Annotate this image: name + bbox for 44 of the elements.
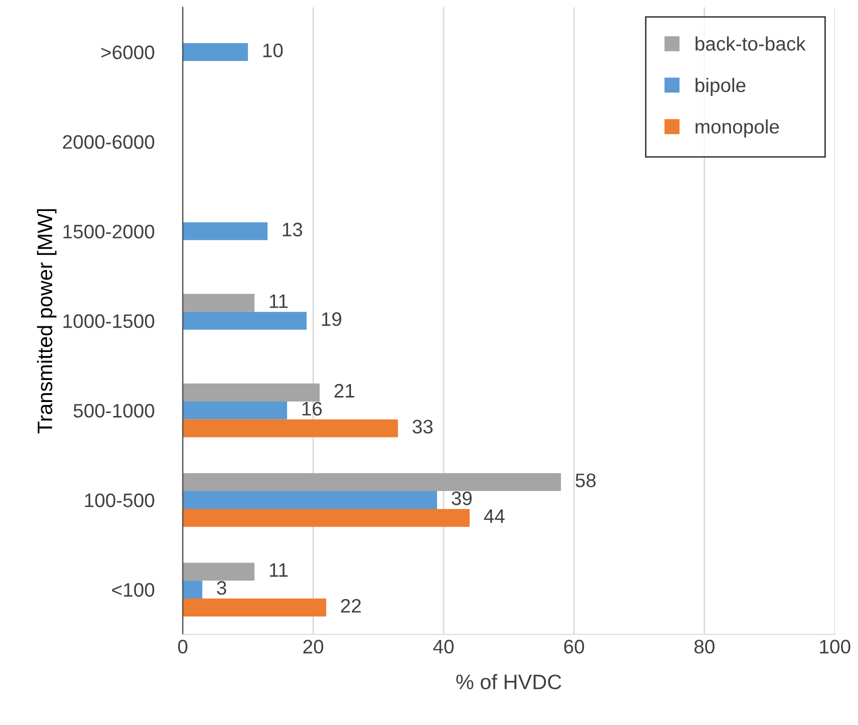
x-tick-label: 0 xyxy=(178,640,188,654)
bar xyxy=(182,401,288,420)
legend-label: bipole xyxy=(696,78,746,96)
bar xyxy=(182,491,438,509)
legend-label: monopole xyxy=(696,119,779,138)
bar xyxy=(182,222,268,240)
bar xyxy=(182,562,254,581)
data-label: 13 xyxy=(282,222,302,236)
data-label: 21 xyxy=(334,384,354,398)
data-label: 10 xyxy=(263,43,283,58)
data-label: 16 xyxy=(302,402,322,416)
legend-label: back-to-back xyxy=(696,36,806,51)
bar xyxy=(182,598,326,616)
data-label: 11 xyxy=(270,294,288,308)
x-tick-label: 20 xyxy=(303,640,324,654)
y-tick-label: 1500-2000 xyxy=(63,224,154,238)
x-axis-title: % of HVDC xyxy=(456,674,562,690)
data-label: 11 xyxy=(270,563,288,577)
data-label: 58 xyxy=(576,474,596,488)
data-label: 44 xyxy=(484,510,505,523)
x-tick-label: 100 xyxy=(820,640,850,654)
y-tick-label: 1000-1500 xyxy=(63,314,154,328)
x-tick-label: 80 xyxy=(694,640,714,654)
data-label: 19 xyxy=(322,312,342,326)
y-tick-label: 500-1000 xyxy=(74,404,154,418)
data-label: 39 xyxy=(452,491,472,506)
bar xyxy=(182,580,202,599)
y-axis-title: Transmitted power [MW] xyxy=(37,209,56,434)
bar xyxy=(182,508,470,527)
y-tick-label: 2000-6000 xyxy=(62,135,154,149)
data-label: 22 xyxy=(341,598,361,613)
bar xyxy=(182,419,398,438)
data-label: 33 xyxy=(412,420,433,434)
data-label: 3 xyxy=(216,581,226,595)
x-tick-label: 40 xyxy=(433,640,454,654)
y-tick-label: <100 xyxy=(112,583,154,597)
bar xyxy=(182,294,254,312)
bar xyxy=(182,312,307,330)
bar xyxy=(182,473,561,492)
x-tick-label: 60 xyxy=(564,640,584,654)
y-tick-label: 100-500 xyxy=(85,493,154,508)
bar xyxy=(182,384,320,402)
bar xyxy=(182,43,248,62)
y-tick-label: >6000 xyxy=(101,46,154,60)
